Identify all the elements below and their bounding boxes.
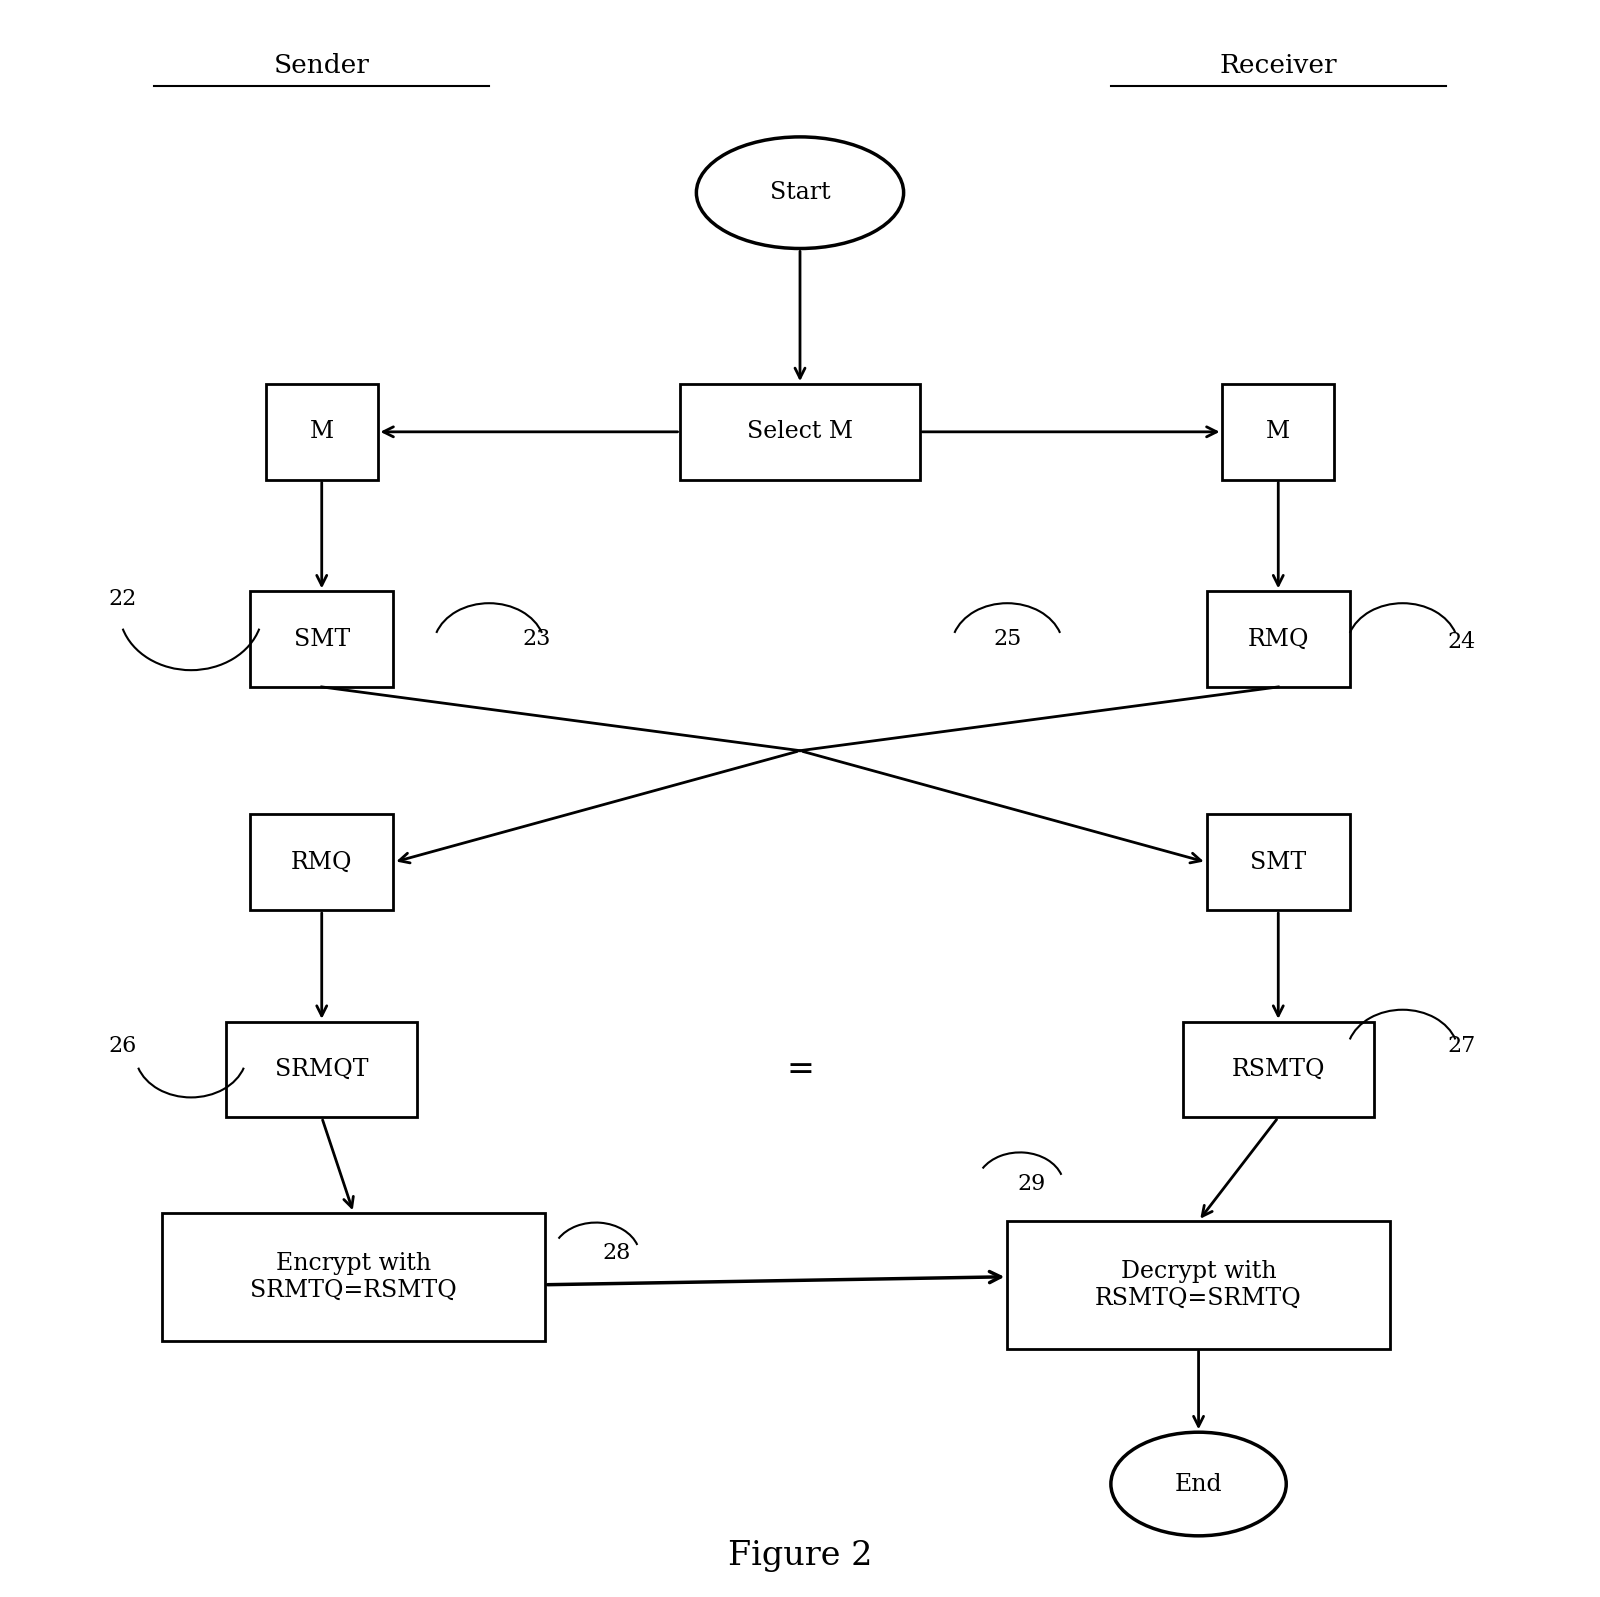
Text: Start: Start: [770, 180, 830, 204]
FancyBboxPatch shape: [250, 814, 394, 910]
Ellipse shape: [696, 137, 904, 249]
Text: 28: 28: [603, 1242, 630, 1263]
Text: Decrypt with
RSMTQ=SRMTQ: Decrypt with RSMTQ=SRMTQ: [1094, 1260, 1302, 1310]
Text: =: =: [786, 1054, 814, 1086]
Text: 25: 25: [994, 628, 1021, 650]
Text: RSMTQ: RSMTQ: [1232, 1059, 1325, 1081]
Text: 22: 22: [109, 588, 136, 610]
Text: Select M: Select M: [747, 420, 853, 444]
Text: End: End: [1174, 1472, 1222, 1495]
Text: 29: 29: [1018, 1174, 1045, 1195]
FancyBboxPatch shape: [162, 1214, 546, 1340]
Text: 26: 26: [109, 1035, 136, 1057]
Text: Sender: Sender: [274, 53, 370, 78]
Text: 27: 27: [1448, 1035, 1475, 1057]
Text: M: M: [1266, 420, 1290, 444]
Text: RMQ: RMQ: [291, 851, 352, 874]
Text: M: M: [310, 420, 334, 444]
FancyBboxPatch shape: [266, 383, 378, 479]
FancyBboxPatch shape: [1008, 1222, 1390, 1348]
FancyBboxPatch shape: [1206, 591, 1350, 687]
Text: Figure 2: Figure 2: [728, 1540, 872, 1571]
Ellipse shape: [1110, 1433, 1286, 1536]
FancyBboxPatch shape: [226, 1022, 418, 1118]
Text: RMQ: RMQ: [1248, 628, 1309, 650]
FancyBboxPatch shape: [250, 591, 394, 687]
Text: 24: 24: [1448, 631, 1475, 653]
FancyBboxPatch shape: [1182, 1022, 1374, 1118]
FancyBboxPatch shape: [680, 383, 920, 479]
Text: SMT: SMT: [1250, 851, 1306, 874]
Text: Receiver: Receiver: [1219, 53, 1338, 78]
Text: SRMQT: SRMQT: [275, 1059, 368, 1081]
Text: 23: 23: [523, 628, 550, 650]
FancyBboxPatch shape: [1222, 383, 1334, 479]
Text: SMT: SMT: [294, 628, 350, 650]
Text: Encrypt with
SRMTQ=RSMTQ: Encrypt with SRMTQ=RSMTQ: [250, 1252, 458, 1302]
FancyBboxPatch shape: [1206, 814, 1350, 910]
